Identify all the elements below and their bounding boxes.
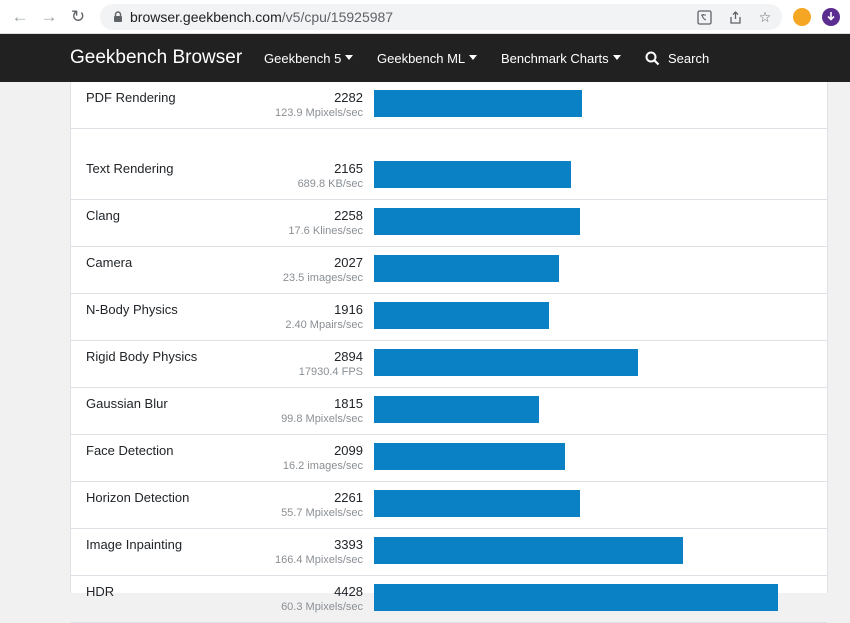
benchmark-score: 2099	[334, 443, 363, 458]
extension-icon[interactable]	[793, 8, 811, 26]
benchmark-name: Text Rendering	[86, 161, 174, 176]
caret-down-icon	[345, 55, 354, 61]
benchmark-throughput: 123.9 Mpixels/sec	[274, 107, 363, 119]
caret-down-icon	[469, 55, 478, 61]
benchmark-name: N-Body Physics	[86, 302, 178, 317]
score-bar	[374, 396, 539, 423]
benchmark-throughput: 60.3 Mpixels/sec	[281, 601, 363, 613]
benchmark-row: HDR 4428 60.3 Mpixels/sec	[71, 576, 827, 623]
url-text: browser.geekbench.com/v5/cpu/15925987	[130, 9, 393, 25]
score-bar	[374, 584, 778, 611]
download-extension-icon[interactable]	[822, 8, 840, 26]
benchmark-score: 4428	[334, 584, 363, 599]
nav-label: Geekbench 5	[264, 51, 342, 66]
score-bar	[374, 349, 638, 376]
benchmark-throughput: 17.6 Klines/sec	[288, 225, 363, 237]
score-bar	[374, 537, 683, 564]
nav-benchmark-charts[interactable]: Benchmark Charts	[501, 51, 621, 66]
benchmark-results-panel: PDF Rendering 2282 123.9 Mpixels/sec Text R…	[70, 82, 828, 623]
benchmark-row: Face Detection 2099 16.2 images/sec	[71, 435, 827, 482]
benchmark-score: 2282	[334, 90, 363, 105]
share-icon[interactable]	[727, 9, 743, 25]
benchmark-row: Rigid Body Physics 2894 17930.4 FPS	[71, 341, 827, 388]
benchmark-name: Camera	[86, 255, 133, 270]
lock-icon	[114, 11, 122, 22]
search-icon[interactable]	[645, 51, 660, 66]
url-host: browser.geekbench.com	[130, 9, 282, 25]
benchmark-row: Text Rendering 2165 689.8 KB/sec	[71, 153, 827, 200]
score-bar	[374, 161, 571, 188]
benchmark-score: 2165	[334, 161, 363, 176]
benchmark-row: Clang 2258 17.6 Klines/sec	[71, 200, 827, 247]
nav-geekbench-5[interactable]: Geekbench 5	[264, 51, 354, 66]
benchmark-name: Gaussian Blur	[86, 396, 168, 411]
benchmark-score: 1815	[334, 396, 363, 411]
score-bar	[374, 208, 580, 235]
benchmark-row: Image Inpainting 3393 166.4 Mpixels/sec	[71, 529, 827, 576]
benchmark-row: N-Body Physics 1916 2.40 Mpairs/sec	[71, 294, 827, 341]
benchmark-name: PDF Rendering	[86, 90, 176, 105]
nav-geekbench-ml[interactable]: Geekbench ML	[377, 51, 478, 66]
caret-down-icon	[612, 55, 621, 61]
nav-label: Geekbench ML	[377, 51, 466, 66]
benchmark-throughput: 16.2 images/sec	[282, 460, 363, 472]
score-bar	[374, 443, 565, 470]
benchmark-row: PDF Rendering 2282 123.9 Mpixels/sec	[71, 82, 827, 129]
benchmark-throughput: 166.4 Mpixels/sec	[274, 554, 363, 566]
score-bar	[374, 90, 582, 117]
back-icon[interactable]: ←	[11, 7, 29, 26]
browser-toolbar: ← → ↻ browser.geekbench.com/v5/cpu/15925…	[0, 0, 850, 34]
benchmark-score: 2261	[334, 490, 363, 505]
score-bar	[374, 255, 559, 282]
benchmark-row: Gaussian Blur 1815 99.8 Mpixels/sec	[71, 388, 827, 435]
reload-icon[interactable]: ↻	[70, 7, 86, 26]
translate-icon[interactable]	[696, 9, 712, 25]
benchmark-throughput: 17930.4 FPS	[298, 366, 363, 378]
benchmark-score: 2258	[334, 208, 363, 223]
address-bar[interactable]: browser.geekbench.com/v5/cpu/15925987 ☆	[100, 4, 782, 30]
benchmark-name: Horizon Detection	[86, 490, 190, 505]
benchmark-throughput: 23.5 images/sec	[282, 272, 363, 284]
benchmark-row: Horizon Detection 2261 55.7 Mpixels/sec	[71, 482, 827, 529]
benchmark-row: Camera 2027 23.5 images/sec	[71, 247, 827, 294]
score-bar	[374, 490, 580, 517]
benchmark-name: Rigid Body Physics	[86, 349, 198, 364]
site-navbar: Geekbench Browser Geekbench 5 Geekbench …	[0, 34, 850, 82]
benchmark-name: HDR	[86, 584, 115, 599]
benchmark-score: 2894	[334, 349, 363, 364]
url-path: /v5/cpu/15925987	[281, 9, 394, 25]
nav-label: Benchmark Charts	[501, 51, 609, 66]
benchmark-score: 3393	[334, 537, 363, 552]
benchmark-throughput: 99.8 Mpixels/sec	[281, 413, 363, 425]
nav-search[interactable]: Search	[668, 51, 710, 66]
score-bar	[374, 302, 549, 329]
forward-icon[interactable]: →	[40, 7, 58, 26]
benchmark-throughput: 2.40 Mpairs/sec	[285, 319, 363, 331]
benchmark-name: Face Detection	[86, 443, 174, 458]
brand-link[interactable]: Geekbench Browser	[70, 47, 243, 68]
bookmark-star-icon[interactable]: ☆	[758, 8, 772, 25]
benchmark-throughput: 55.7 Mpixels/sec	[281, 507, 363, 519]
benchmark-name: Image Inpainting	[86, 537, 183, 552]
benchmark-score: 1916	[334, 302, 363, 317]
benchmark-name: Clang	[86, 208, 120, 223]
benchmark-score: 2027	[334, 255, 363, 270]
benchmark-throughput: 689.8 KB/sec	[297, 178, 363, 190]
